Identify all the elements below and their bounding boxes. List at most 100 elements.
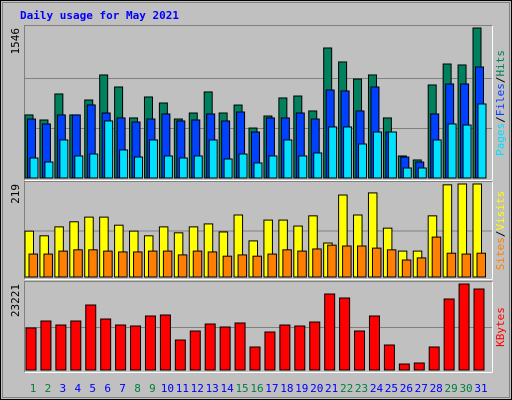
bar <box>208 139 218 179</box>
bar <box>100 318 112 371</box>
x-tick-label: 4 <box>74 382 81 395</box>
x-tick-label: 12 <box>191 382 204 395</box>
bar <box>253 162 263 179</box>
x-tick-label: 29 <box>445 382 458 395</box>
bar <box>44 161 54 179</box>
bar <box>383 344 395 371</box>
x-tick-label: 6 <box>104 382 111 395</box>
bar <box>372 131 382 179</box>
bar <box>342 245 352 278</box>
bar <box>343 126 353 179</box>
bar <box>115 324 127 371</box>
bar <box>119 149 129 179</box>
x-tick-label: 16 <box>250 382 263 395</box>
bar <box>207 251 218 278</box>
x-tick-label: 21 <box>325 382 338 395</box>
x-tick-label: 10 <box>161 382 174 395</box>
bar <box>339 297 351 371</box>
bar <box>328 126 338 179</box>
x-tick-label: 19 <box>295 382 308 395</box>
x-tick-label: 22 <box>340 382 353 395</box>
bar <box>28 253 38 278</box>
x-tick-label: 13 <box>206 382 219 395</box>
bar <box>70 320 82 371</box>
bar <box>458 283 470 371</box>
bar <box>104 120 114 179</box>
bar <box>446 252 457 278</box>
x-tick-label: 14 <box>221 382 235 395</box>
bar <box>279 324 291 371</box>
x-tick-label: 25 <box>385 382 398 395</box>
bar <box>297 250 307 278</box>
bar <box>283 139 293 179</box>
legend-entry: KBytes <box>494 307 507 347</box>
bar <box>162 250 173 278</box>
bar <box>268 155 278 179</box>
legend-entry: Visits <box>494 191 507 231</box>
bar <box>252 255 262 278</box>
x-tick-label: 11 <box>176 382 189 395</box>
bar <box>462 124 472 179</box>
bar <box>371 247 382 278</box>
bar <box>74 155 84 179</box>
bar <box>358 143 368 179</box>
bar <box>130 325 142 371</box>
bar <box>432 139 442 179</box>
bar <box>386 249 397 278</box>
x-tick-label: 24 <box>370 382 384 395</box>
x-tick-label: 31 <box>474 382 487 395</box>
bar <box>55 324 67 371</box>
x-tick-label: 7 <box>119 382 126 395</box>
bar <box>447 123 457 179</box>
legend: Pages/Files/Hits <box>494 50 507 156</box>
bar <box>416 257 427 278</box>
bar <box>417 167 427 179</box>
x-tick-label: 20 <box>310 382 323 395</box>
bar <box>237 254 248 278</box>
bar <box>476 252 486 278</box>
bar <box>148 139 158 179</box>
x-tick-label: 5 <box>89 382 96 395</box>
bar <box>103 250 113 278</box>
legend-separator: / <box>494 116 507 123</box>
bar <box>294 325 306 371</box>
legend: KBytes <box>494 307 507 347</box>
bar <box>477 103 487 179</box>
bar <box>219 326 231 371</box>
x-tick-label: 9 <box>149 382 156 395</box>
y-tick-label: 1546 <box>9 28 22 55</box>
x-tick-label: 18 <box>280 382 293 395</box>
legend-separator: / <box>494 231 507 238</box>
bar <box>159 314 171 371</box>
bar <box>134 156 144 179</box>
x-tick-label: 26 <box>400 382 413 395</box>
bar <box>324 293 336 371</box>
bar <box>59 139 69 179</box>
bar <box>178 157 188 179</box>
bar <box>249 346 261 371</box>
bar <box>267 253 277 278</box>
bar <box>25 327 37 371</box>
bar <box>461 253 472 278</box>
legend-entry: Files <box>494 83 507 116</box>
bar <box>40 320 52 371</box>
bar <box>174 339 186 371</box>
x-tick-label: 3 <box>60 382 67 395</box>
bar <box>193 155 203 179</box>
x-tick-label: 27 <box>415 382 428 395</box>
bar <box>443 298 455 371</box>
bar <box>313 152 323 179</box>
y-tick-label: 219 <box>9 184 22 204</box>
bar <box>298 155 308 179</box>
bar <box>309 321 321 371</box>
x-tick-label: 28 <box>430 382 443 395</box>
x-tick-label: 23 <box>355 382 368 395</box>
bar <box>413 362 425 371</box>
bar <box>177 254 188 278</box>
bar <box>189 330 201 371</box>
legend-separator: / <box>494 77 507 84</box>
x-tick-label: 30 <box>459 382 472 395</box>
y-tick-label: 23221 <box>9 284 22 317</box>
bar <box>222 255 233 278</box>
